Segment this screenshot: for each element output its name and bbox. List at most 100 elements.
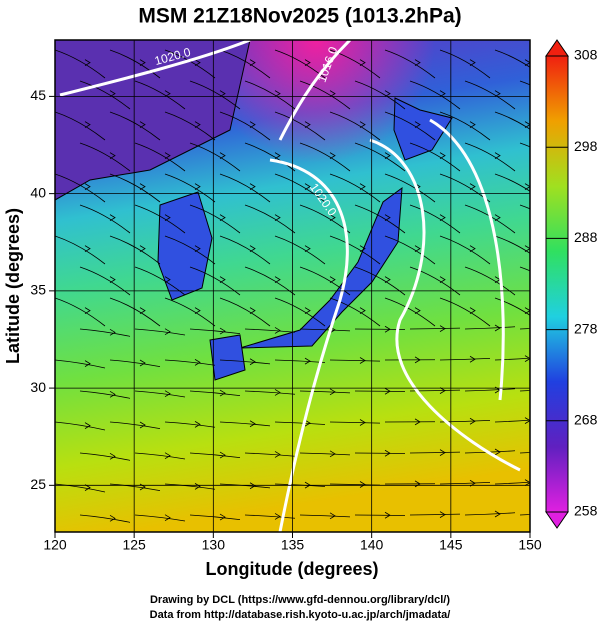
streamline [79,514,131,523]
streamline-arrow [219,214,226,221]
colorbar-top-arrow [545,39,569,57]
colorbar-tick-label: 298 [574,138,598,154]
streamline [409,327,461,330]
streamline [55,297,106,327]
streamline-arrow [384,449,391,457]
y-tick-label: 40 [30,184,46,200]
streamline [519,204,530,210]
streamline [354,328,406,330]
streamline-arrow [524,355,530,362]
streamline [244,514,296,519]
streamline-arrow [109,328,116,336]
colorbar-bottom-arrow [545,511,569,529]
streamline-arrow [494,90,501,97]
streamline-arrow [304,121,311,128]
streamline [55,111,106,141]
streamline [189,514,241,521]
streamline [55,483,106,493]
streamline [439,297,491,327]
streamline-arrow [439,214,446,221]
streamline [134,328,186,336]
streamline-arrow [139,59,146,66]
streamline [409,266,461,296]
streamline [244,266,296,296]
streamline [189,452,241,459]
streamline [519,80,530,86]
streamline-arrow [274,327,281,334]
streamline-arrow [384,152,391,159]
isobar [278,40,352,141]
streamline-arrow [359,121,366,128]
land [55,40,453,381]
streamline-arrow [164,514,171,522]
streamline [409,80,461,110]
colorbar-body [545,55,569,513]
streamline-arrow [524,121,530,128]
x-tick-label: 125 [122,537,146,553]
streamline [354,452,406,454]
streamline-arrow [274,152,281,159]
streamline-arrow [249,307,256,314]
streamline-arrow [359,59,366,66]
streamline-arrow [384,90,391,97]
continent [55,40,251,201]
streamline [79,328,131,337]
streamline [219,297,271,327]
streamline [79,142,131,172]
streamline [55,49,106,79]
streamline [164,421,216,428]
streamline [329,111,381,141]
streamline [55,359,106,369]
map-area: 1020.0 1016.0 1020.0 [55,40,530,532]
streamline [79,266,131,296]
streamline [189,80,241,110]
streamline-arrow [414,356,421,364]
streamline [299,452,351,456]
streamline-arrow [414,307,421,314]
isobar [369,138,521,472]
streamline-arrow [359,481,366,488]
streamline [164,173,216,203]
y-tick-label: 35 [30,282,46,298]
streamline-arrow [439,511,446,518]
streamline [519,142,530,148]
streamline-arrow [439,152,446,159]
streamline [439,235,491,265]
streamline [494,173,530,192]
streamline [189,204,241,234]
streamline [109,483,161,492]
streamline [109,49,161,79]
streamline [464,326,516,330]
streamline-arrow [414,121,421,128]
streamline-arrow [384,511,391,519]
streamline-arrow [249,183,256,190]
streamline-arrow [194,307,201,314]
streamline [384,297,436,327]
title: MSM 21Z18Nov2025 (1013.2hPa) [138,5,461,28]
streamline-arrow [139,421,146,429]
streamline [164,483,216,490]
streamline-arrow [469,355,476,363]
streamline-arrow [329,214,336,221]
streamline [274,111,326,141]
streamline-arrow [439,276,446,283]
streamline [354,390,406,392]
streamline [439,111,491,141]
streamline-arrow [524,245,530,252]
y-axis-label: Latitude (degrees) [3,208,23,364]
streamline-arrow [414,480,421,488]
streamline [244,142,296,172]
streamline-arrow [274,90,281,97]
streamline-arrow [109,452,116,460]
streamline [299,80,351,110]
streamline [109,111,161,141]
streamline [109,297,161,327]
streamline [354,514,406,516]
streamline [219,111,271,141]
streamline [134,514,186,522]
streamline-arrow [359,357,366,364]
streamline-arrow [84,360,91,367]
streamline [494,297,530,316]
streamline-arrow [384,276,391,283]
